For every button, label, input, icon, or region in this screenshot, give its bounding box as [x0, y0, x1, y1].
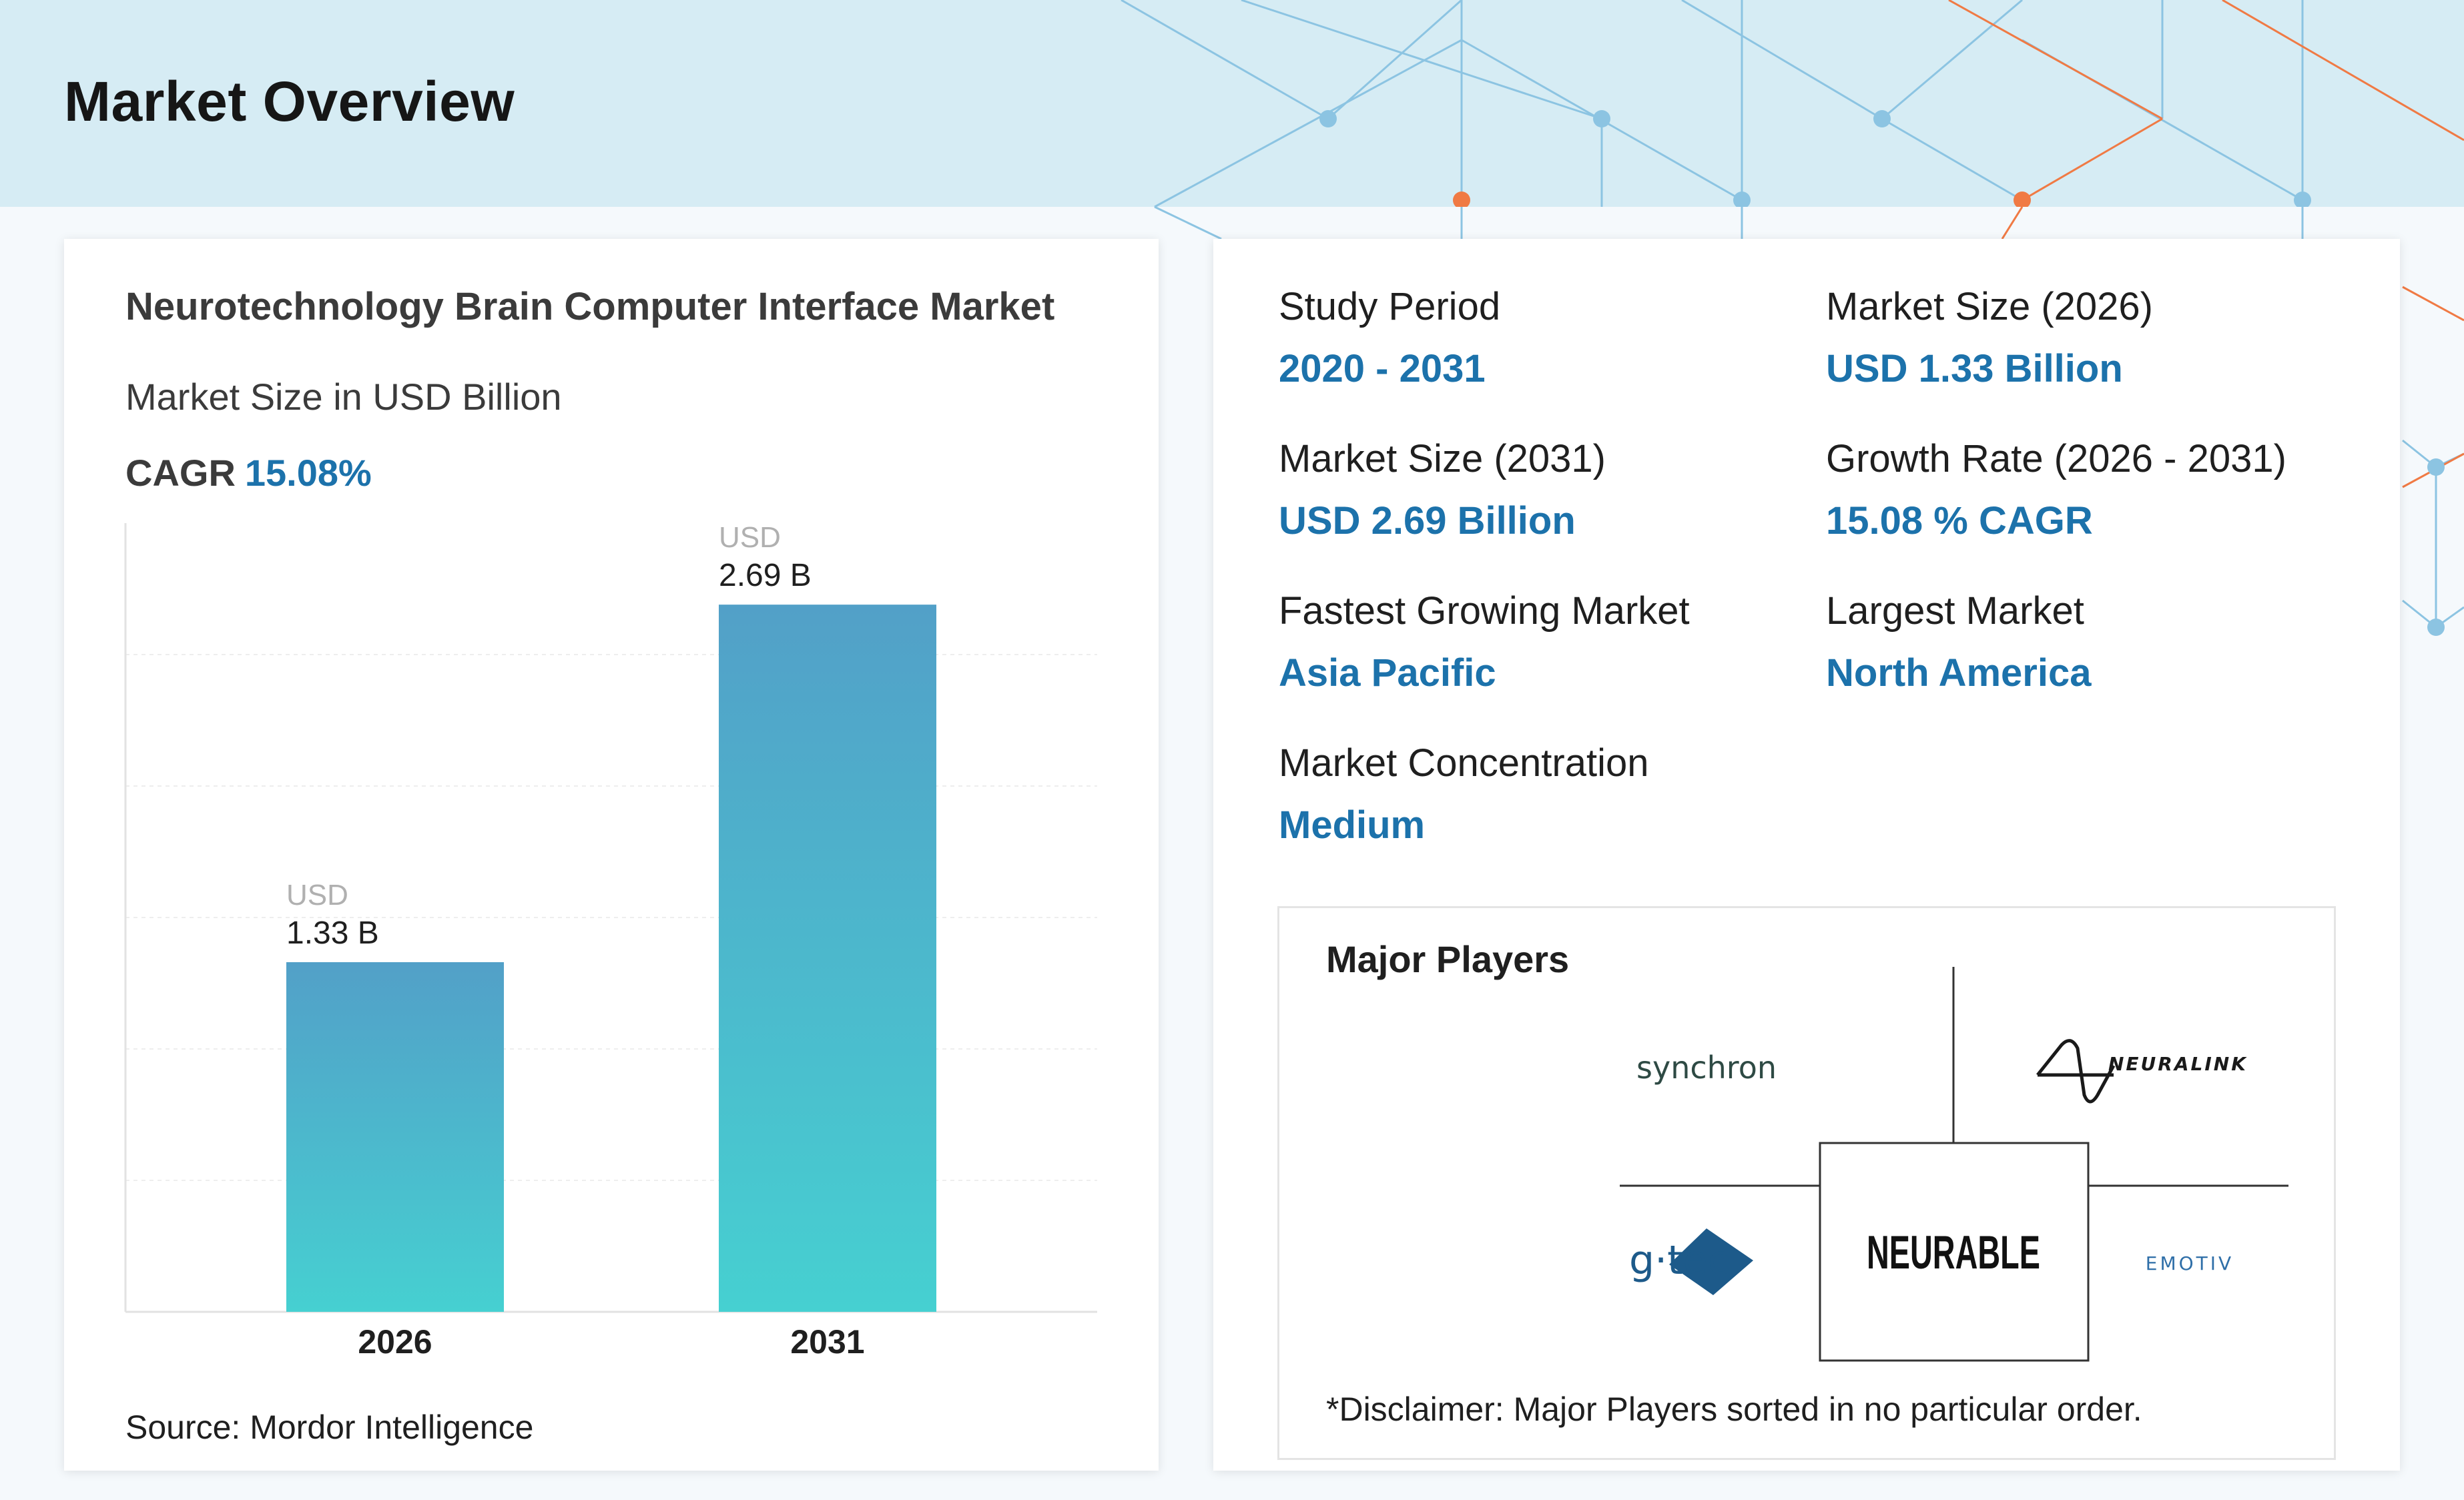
market-stats-card: Study Period 2020 - 2031 Market Size (20…	[1213, 239, 2400, 1471]
stat-label: Market Concentration	[1279, 741, 1649, 785]
bar-value-prefix: USD	[719, 521, 781, 554]
stat-label: Growth Rate (2026 - 2031)	[1826, 437, 2286, 480]
stat-label: Market Size (2026)	[1826, 285, 2153, 328]
bar-chart: USD 1.33 B 2026 USD 2.69 B 2031	[124, 521, 1097, 1361]
gtec-logo-icon	[1669, 1228, 1753, 1295]
page-title: Market Overview	[64, 70, 515, 133]
stat-value: 15.08 % CAGR	[1826, 499, 2093, 542]
neurable-logo: NEURABLE	[1867, 1226, 2040, 1278]
cagr-line: CAGR 15.08%	[125, 451, 372, 494]
stat-value: Asia Pacific	[1279, 651, 1496, 695]
stat-study-period: Study Period 2020 - 2031	[1279, 284, 1500, 391]
x-tick-label: 2026	[358, 1323, 432, 1361]
stat-label: Fastest Growing Market	[1279, 589, 1690, 633]
chart-subtitle: Market Size in USD Billion	[125, 376, 562, 418]
stat-market-concentration: Market Concentration Medium	[1279, 741, 1648, 847]
stat-market-size-2031: Market Size (2031) USD 2.69 Billion	[1279, 436, 1606, 543]
stat-growth-rate: Growth Rate (2026 - 2031) 15.08 % CAGR	[1826, 436, 2286, 543]
synchron-logo: synchron	[1636, 1050, 1777, 1086]
stat-largest-market: Largest Market North America	[1826, 589, 2092, 695]
neuralink-logo-icon	[2036, 1039, 2116, 1104]
neuralink-logo: NEURALINK	[2108, 1053, 2248, 1075]
bar-value-prefix: USD	[286, 879, 348, 911]
stat-label: Largest Market	[1826, 589, 2084, 633]
network-decoration-icon	[1121, 0, 2464, 207]
stat-label: Market Size (2031)	[1279, 437, 1606, 480]
x-tick-label: 2031	[790, 1323, 864, 1361]
stat-label: Study Period	[1279, 285, 1501, 328]
stat-value: USD 1.33 Billion	[1826, 347, 2123, 390]
major-players-title: Major Players	[1326, 938, 1570, 980]
stat-value: Medium	[1279, 803, 1426, 847]
gtec-logo: g·tec	[1629, 1237, 1730, 1284]
bar-value-label: 2.69 B	[719, 558, 812, 593]
stat-value: 2020 - 2031	[1279, 347, 1486, 390]
stat-value: USD 2.69 Billion	[1279, 499, 1576, 542]
stat-fastest-growing-market: Fastest Growing Market Asia Pacific	[1279, 589, 1690, 695]
source-note: Source: Mordor Intelligence	[125, 1409, 534, 1446]
major-players-box: Major Players synchron NEURALINK g·tec N…	[1277, 906, 2336, 1460]
header-banner: Market Overview	[0, 0, 2464, 207]
bar-2026	[286, 962, 504, 1312]
chart-title: Neurotechnology Brain Computer Interface…	[125, 285, 1055, 328]
cagr-label: CAGR	[125, 452, 236, 494]
bar-2031	[719, 605, 936, 1312]
emotiv-logo: EMOTIV	[2146, 1252, 2234, 1274]
stat-market-size-2026: Market Size (2026) USD 1.33 Billion	[1826, 284, 2153, 391]
stat-value: North America	[1826, 651, 2092, 695]
bar-value-label: 1.33 B	[286, 915, 379, 951]
market-size-chart-card: Neurotechnology Brain Computer Interface…	[64, 239, 1159, 1471]
players-disclaimer: *Disclaimer: Major Players sorted in no …	[1326, 1391, 2142, 1428]
cagr-value: 15.08%	[244, 452, 372, 494]
major-players-grid: synchron NEURALINK g·tec NEURABLE EMOTIV	[1620, 967, 2288, 1362]
